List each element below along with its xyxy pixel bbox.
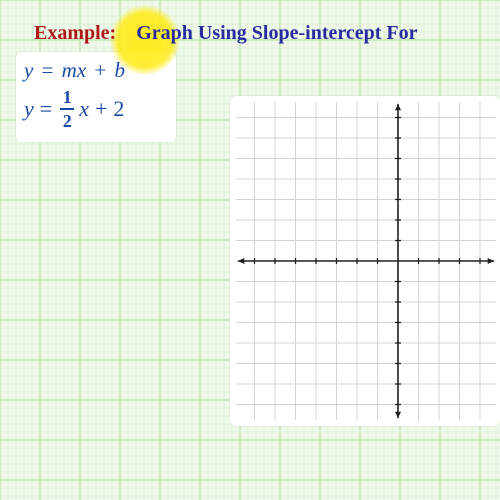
var-m: m	[62, 58, 77, 82]
fraction-slope: 1 2	[60, 88, 74, 130]
page-title: Example: Graph Using Slope-intercept For	[34, 22, 418, 45]
title-prefix: Example:	[34, 22, 116, 44]
var-x: x	[77, 58, 86, 82]
fraction-numerator: 1	[63, 88, 72, 106]
var-b: b	[115, 58, 126, 82]
var-x: x	[79, 96, 89, 122]
title-text: Graph Using Slope-intercept For	[136, 22, 417, 44]
intercept-value: 2	[113, 96, 124, 122]
fraction-denominator: 2	[63, 112, 72, 130]
fraction-bar	[60, 108, 74, 110]
plus-sign: +	[92, 96, 110, 122]
equation-general: y = mx + b	[24, 58, 125, 83]
var-y: y	[24, 96, 34, 122]
plus-sign: +	[91, 58, 109, 82]
equals-sign: =	[37, 96, 55, 122]
equation-specific: y = 1 2 x + 2	[24, 88, 124, 130]
var-y: y	[24, 58, 33, 82]
equals-sign: =	[39, 58, 57, 82]
coordinate-plane	[236, 102, 496, 420]
